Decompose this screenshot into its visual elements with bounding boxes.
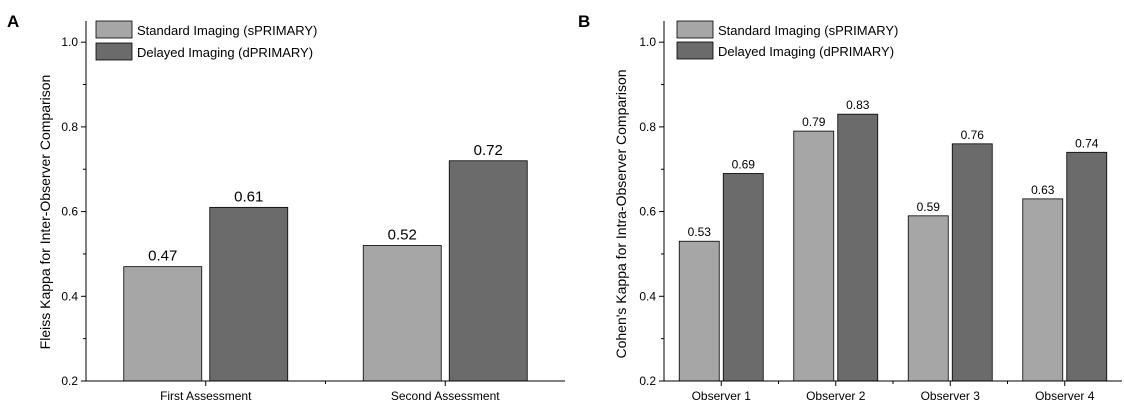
- legend-label-delayed-imaging: Delayed Imaging (dPRIMARY): [718, 44, 894, 59]
- y-tick-label: 1.0: [61, 35, 78, 49]
- legend-swatch-delayed-imaging: [676, 41, 714, 60]
- panel-a-chart: A Fleiss Kappa for Inter-Observer Compar…: [7, 12, 565, 403]
- panel-a-y-axis-label: Fleiss Kappa for Inter-Observer Comparis…: [37, 75, 53, 350]
- y-tick-label: 0.4: [61, 289, 78, 303]
- panel-b-legend: Standard Imaging (sPRIMARY) Delayed Imag…: [676, 20, 898, 60]
- bar-value-label: 0.69: [732, 157, 756, 171]
- y-tick-label: 0.4: [639, 289, 656, 303]
- bar-delayed-imaging: [209, 206, 289, 382]
- bar-value-label: 0.59: [917, 200, 941, 214]
- x-category-label: Observer 2: [806, 389, 866, 403]
- bar-value-label: 0.52: [388, 226, 417, 243]
- bar-standard-imaging: [678, 240, 720, 382]
- bar-delayed-imaging: [722, 173, 764, 382]
- legend-label-delayed-imaging: Delayed Imaging (dPRIMARY): [137, 45, 313, 60]
- panel-b-y-axis-label: Cohen's Kappa for Intra-Observer Compari…: [613, 69, 629, 358]
- panel-a-legend: Standard Imaging (sPRIMARY) Delayed Imag…: [95, 20, 317, 61]
- bar-standard-imaging: [362, 245, 442, 382]
- bar-standard-imaging: [123, 266, 203, 382]
- y-tick-label: 0.8: [639, 120, 656, 134]
- panel-a-letter: A: [7, 12, 19, 31]
- y-tick-label: 0.6: [61, 205, 78, 219]
- legend-label-standard-imaging: Standard Imaging (sPRIMARY): [137, 23, 317, 38]
- x-category-label: Second Assessment: [391, 389, 500, 403]
- bar-value-label: 0.47: [148, 248, 177, 265]
- bar-value-label: 0.74: [1075, 136, 1099, 150]
- x-category-label: Observer 1: [692, 389, 752, 403]
- bar-standard-imaging: [907, 215, 949, 382]
- y-tick-label: 0.2: [61, 374, 78, 388]
- legend-swatch-delayed-imaging: [95, 42, 133, 61]
- bar-value-label: 0.61: [234, 188, 263, 205]
- legend-swatch-standard-imaging: [676, 20, 714, 39]
- bar-value-label: 0.83: [846, 98, 870, 112]
- legend-label-standard-imaging: Standard Imaging (sPRIMARY): [718, 23, 898, 38]
- x-category-label: Observer 3: [921, 389, 981, 403]
- x-category-label: Observer 4: [1035, 389, 1095, 403]
- bar-delayed-imaging: [837, 113, 879, 382]
- bar-value-label: 0.79: [802, 115, 826, 129]
- bar-value-label: 0.63: [1031, 183, 1055, 197]
- y-tick-label: 0.6: [639, 205, 656, 219]
- y-tick-label: 1.0: [639, 35, 656, 49]
- bar-value-label: 0.76: [961, 128, 985, 142]
- bar-delayed-imaging: [1066, 151, 1108, 382]
- bar-delayed-imaging: [951, 143, 993, 382]
- panel-b-chart: B Cohen's Kappa for Intra-Observer Compa…: [578, 12, 1122, 403]
- panel-b-letter: B: [578, 12, 590, 31]
- bar-value-label: 0.72: [474, 142, 503, 159]
- bar-standard-imaging: [793, 130, 835, 382]
- bar-delayed-imaging: [448, 160, 528, 382]
- bar-standard-imaging: [1022, 198, 1064, 382]
- bar-value-label: 0.53: [688, 225, 712, 239]
- y-tick-label: 0.8: [61, 120, 78, 134]
- x-category-label: First Assessment: [160, 389, 252, 403]
- legend-swatch-standard-imaging: [95, 20, 133, 39]
- y-tick-label: 0.2: [639, 374, 656, 388]
